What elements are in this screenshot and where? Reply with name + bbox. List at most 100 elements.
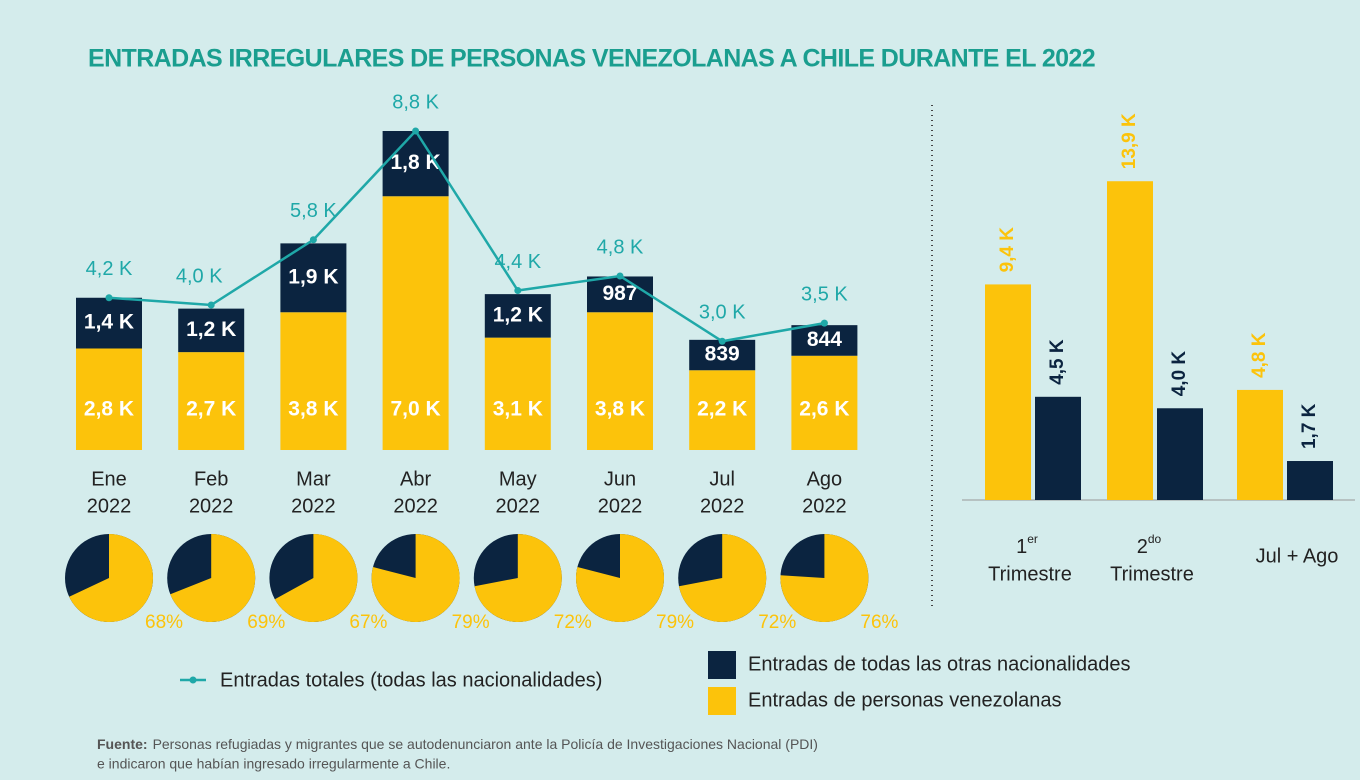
line-point xyxy=(718,337,726,345)
legend-label: Entradas totales (todas las nacionalidad… xyxy=(220,669,602,691)
legend-swatch xyxy=(708,651,736,679)
bar xyxy=(985,284,1031,500)
source-label: Fuente: xyxy=(97,736,148,752)
x-tick-label: 2022 xyxy=(291,495,336,517)
bar xyxy=(791,355,858,450)
data-label: 1,7 K xyxy=(1299,403,1320,449)
x-tick-label-sup: do xyxy=(1148,532,1162,546)
line-label: 8,8 K xyxy=(392,91,439,113)
pie-slice xyxy=(274,534,358,623)
source: Fuente: Personas refugiadas y migrantes q… xyxy=(97,736,818,752)
data-label: 844 xyxy=(807,328,842,351)
line xyxy=(108,128,825,343)
x-tick-label: 2022 xyxy=(700,495,745,517)
data-label: 1,4 K xyxy=(84,311,134,334)
line-label: 5,8 K xyxy=(290,200,337,222)
x-tick-label: 2do xyxy=(1137,532,1162,558)
line-point xyxy=(309,236,317,244)
bar xyxy=(178,352,245,450)
data-label: 4,8 K xyxy=(1249,332,1270,378)
line-label: 4,0 K xyxy=(176,265,223,287)
bar xyxy=(1035,396,1081,500)
data-label: 4,5 K xyxy=(1047,339,1068,385)
data-label: 7,0 K xyxy=(390,398,440,421)
data-label: 4,0 K xyxy=(1169,351,1190,397)
data-label: 2,8 K xyxy=(84,398,134,421)
pie-label: 67% xyxy=(349,612,387,633)
x-tick-label: May xyxy=(499,468,537,490)
title: ENTRADAS IRREGULARES DE PERSONAS VENEZOL… xyxy=(88,45,1095,73)
x-tick-label: Trimestre xyxy=(1110,563,1194,585)
pie-slice xyxy=(780,534,869,622)
bar xyxy=(484,294,551,338)
bar xyxy=(791,325,858,356)
x-tick-label: Jul + Ago xyxy=(1256,545,1339,567)
line-label: 4,2 K xyxy=(86,258,133,280)
pie-slice xyxy=(576,534,664,623)
legend-label: Entradas de personas venezolanas xyxy=(748,689,1062,711)
x-tick-label: Ene xyxy=(91,468,127,490)
data-label: 1,2 K xyxy=(493,303,543,326)
x-tick-label: Abr xyxy=(400,468,431,490)
bar xyxy=(587,276,653,313)
x-tick-label: 1 xyxy=(1016,536,1027,558)
pie-slice xyxy=(678,534,767,623)
x-tick-label: 1er xyxy=(1016,532,1038,558)
pie-label: 79% xyxy=(452,612,490,633)
pie-label: 79% xyxy=(656,612,694,633)
x-tick-label: Mar xyxy=(296,468,331,490)
x-tick-label: 2022 xyxy=(393,495,438,517)
bar xyxy=(689,370,756,450)
x-tick-label: 2 xyxy=(1137,536,1148,558)
line-point xyxy=(616,272,624,280)
data-label: 987 xyxy=(602,282,637,305)
x-tick-label: 2022 xyxy=(802,495,847,517)
line-label: 3,0 K xyxy=(699,302,746,324)
data-label: 1,8 K xyxy=(390,151,440,174)
data-label: 3,8 K xyxy=(595,398,645,421)
bar xyxy=(382,196,449,450)
bar xyxy=(1287,461,1333,500)
legend-swatch xyxy=(708,687,736,715)
x-tick-label: Jun xyxy=(604,468,636,490)
x-tick-label: 2022 xyxy=(189,495,234,517)
x-tick-label-sup: er xyxy=(1027,532,1038,546)
legend-label: Entradas de todas las otras nacionalidad… xyxy=(748,653,1130,675)
data-label: 1,2 K xyxy=(186,318,236,341)
data-label: 3,1 K xyxy=(493,398,543,421)
pie-label: 72% xyxy=(758,612,796,633)
pie-slice xyxy=(69,534,153,622)
legend-dot xyxy=(189,676,197,684)
line-label: 3,5 K xyxy=(801,283,848,305)
bar xyxy=(1157,408,1203,500)
x-tick-label: 2022 xyxy=(496,495,541,517)
bar xyxy=(587,312,653,450)
x-tick-label: 2022 xyxy=(87,495,132,517)
pie-slice xyxy=(474,534,562,623)
bar xyxy=(76,297,142,349)
data-label: 839 xyxy=(705,343,740,366)
bar xyxy=(280,312,347,450)
data-label: 2,6 K xyxy=(799,398,849,421)
data-label: 3,8 K xyxy=(288,398,338,421)
data-label: 13,9 K xyxy=(1119,113,1140,169)
line-label: 4,8 K xyxy=(597,236,644,258)
x-tick-label: Trimestre xyxy=(988,563,1072,585)
x-tick-label: Jul xyxy=(709,468,735,490)
x-tick-label: Feb xyxy=(194,468,228,490)
bar xyxy=(1107,181,1153,500)
pie-label: 72% xyxy=(554,612,592,633)
bar xyxy=(689,339,756,371)
pie-slice xyxy=(371,534,460,623)
pie-slice xyxy=(170,534,256,623)
source-text: Personas refugiadas y migrantes que se a… xyxy=(153,736,818,752)
data-label: 9,4 K xyxy=(997,227,1018,273)
line-point xyxy=(820,319,828,327)
data-label: 2,7 K xyxy=(186,398,236,421)
source-text: e indicaron que habían ingresado irregul… xyxy=(97,756,450,772)
bar xyxy=(1237,389,1283,500)
data-label: 1,9 K xyxy=(288,265,338,288)
data-label: 2,2 K xyxy=(697,398,747,421)
